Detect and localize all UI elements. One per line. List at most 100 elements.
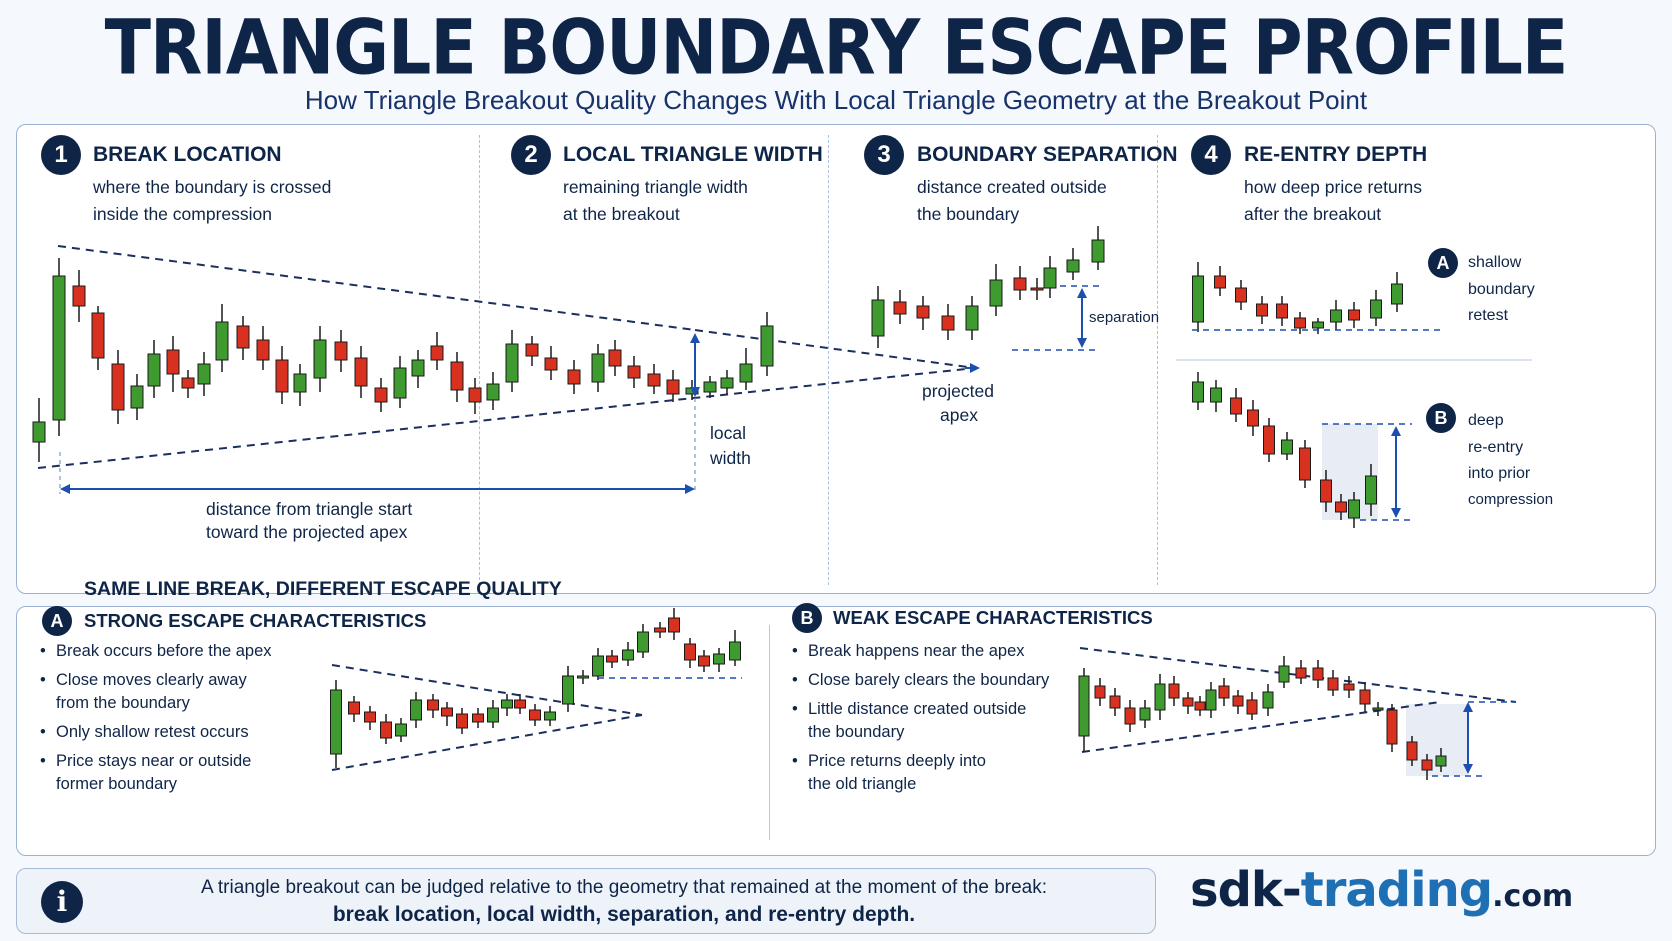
triangle-candle-body — [236, 325, 250, 349]
weak-candle-body — [1246, 699, 1258, 715]
separation-candle-body — [941, 315, 955, 331]
separation-candle-body — [1013, 277, 1027, 291]
strong-candle-body — [698, 655, 710, 667]
strong-candle-body — [501, 699, 513, 709]
weak-candle-body — [1406, 741, 1418, 761]
comparison-heading: SAME LINE BREAK, DIFFERENT ESCAPE QUALIT… — [84, 578, 562, 600]
strong-candle-body — [713, 653, 725, 665]
strong-candle-body — [364, 711, 376, 723]
bullet-item: Break happens near the apex — [792, 640, 1072, 663]
triangle-candle-body — [411, 359, 425, 377]
triangle-candle-body — [147, 353, 161, 387]
triangle-candle-body — [505, 343, 519, 383]
strong-candle-body — [529, 709, 541, 721]
section-desc: the boundary — [917, 204, 1020, 224]
triangle-candle-body — [608, 349, 622, 367]
strong-candle-body — [441, 707, 453, 717]
comparison-divider — [769, 625, 770, 840]
reentry-b-label: re-entry — [1468, 439, 1524, 456]
section-desc: at the breakout — [563, 204, 680, 224]
weak-candle-body — [1168, 683, 1180, 699]
retest-b-candle-body — [1299, 447, 1311, 481]
strong-candle-body — [668, 617, 680, 633]
weak-candle-body — [1327, 677, 1339, 691]
retest-a-candle-body — [1192, 275, 1204, 323]
strong-candle-body — [577, 675, 589, 679]
brand-logo[interactable]: sdk-trading.com — [1190, 862, 1573, 918]
strong-candle-body — [410, 699, 422, 721]
section-number: 2 — [511, 135, 551, 175]
retest-a-candle-body — [1312, 321, 1324, 329]
weak-candle-body — [1262, 691, 1274, 709]
strong-candle-body — [330, 689, 342, 755]
triangle-candle-body — [591, 353, 605, 383]
strong-candle-body — [348, 701, 360, 715]
triangle-candle-body — [293, 373, 307, 393]
separation-candle-body — [871, 299, 885, 337]
section-desc: inside the compression — [93, 204, 272, 224]
weak-candle-body — [1343, 683, 1355, 691]
weak-candle-body — [1421, 759, 1433, 771]
triangle-candle-body — [703, 381, 717, 393]
strong-candle-body — [654, 627, 666, 633]
separation-label: separation — [1089, 309, 1160, 326]
triangle-candle-body — [256, 339, 270, 361]
strong-candle-body — [380, 721, 392, 739]
weak-candle-body — [1295, 667, 1307, 679]
triangle-candle-body — [627, 365, 641, 379]
info-text-bold: break location, local width, separation,… — [332, 903, 916, 926]
triangle-candle-body — [720, 377, 734, 389]
strong-candle-body — [592, 655, 604, 677]
retest-b-candle-body — [1335, 501, 1347, 513]
retest-a-candle-body — [1348, 309, 1360, 321]
triangle-candle-body — [313, 339, 327, 379]
triangle-candle-body — [72, 285, 86, 307]
section-title-reentry-depth: RE-ENTRY DEPTH — [1244, 143, 1428, 166]
retest-b-candle-body — [1263, 425, 1275, 455]
triangle-candle-body — [215, 321, 229, 361]
lower-boundary-line — [37, 367, 976, 469]
weak-candle-body — [1232, 695, 1244, 707]
strong-candle-body — [684, 643, 696, 661]
weak-candle-body — [1218, 685, 1230, 699]
retest-b-candle-body — [1210, 387, 1222, 403]
triangle-candle-body — [334, 341, 348, 361]
weak-candle-body — [1435, 755, 1447, 767]
weak-candle-body — [1359, 689, 1371, 705]
section-title-local-width: LOCAL TRIANGLE WIDTH — [563, 143, 823, 166]
reentry-a-badge: A — [1428, 248, 1458, 278]
weak-candle-body — [1124, 707, 1136, 725]
weak-candle-body — [1094, 685, 1106, 699]
strong-candle-body — [472, 713, 484, 723]
separation-candle-body — [893, 301, 907, 315]
section-title-break-location: BREAK LOCATION — [93, 143, 282, 166]
triangle-candle-body — [52, 275, 66, 421]
strong-lower-boundary — [331, 714, 643, 771]
triangle-candle-body — [685, 387, 699, 395]
weak-candle-body — [1205, 689, 1217, 711]
reentry-b-badge: B — [1426, 403, 1456, 433]
strong-candle-body — [606, 655, 618, 663]
weak-candle-body — [1154, 683, 1166, 711]
info-icon: i — [41, 881, 83, 923]
section-title-boundary-separation: BOUNDARY SEPARATION — [917, 143, 1178, 166]
weak-candle-body — [1312, 667, 1324, 681]
weak-badge: B — [792, 603, 822, 633]
info-text: A triangle breakout can be judged relati… — [200, 877, 1047, 898]
bullet-item: Close barely clears the boundary — [792, 669, 1072, 692]
separation-candle-body — [989, 279, 1003, 307]
strong-title: STRONG ESCAPE CHARACTERISTICS — [84, 610, 427, 631]
reentry-b-label: deep — [1468, 412, 1504, 429]
projected-apex-label: apex — [940, 405, 978, 425]
triangle-candle-body — [739, 363, 753, 383]
triangle-candle-body — [450, 361, 464, 391]
triangle-candle-body — [181, 377, 195, 389]
triangle-candle-body — [197, 363, 211, 385]
reentry-a-label: shallow — [1468, 254, 1522, 271]
retest-b-candle-body — [1247, 409, 1259, 427]
projected-apex-label: projected — [922, 381, 994, 401]
retest-a-candle-body — [1330, 309, 1342, 323]
local-width-label: local — [710, 423, 746, 443]
page-subtitle: How Triangle Breakout Quality Changes Wi… — [304, 85, 1368, 115]
